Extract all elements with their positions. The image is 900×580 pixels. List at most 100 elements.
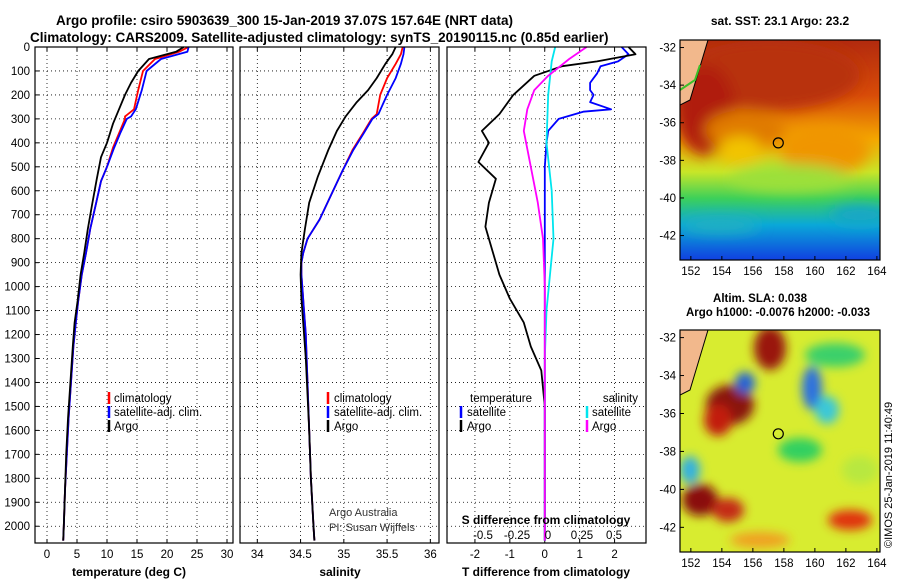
y-tick-label: 600 [11, 186, 30, 198]
x-tick-label: 35 [337, 549, 350, 561]
x-tick-label: 1 [576, 549, 582, 561]
x-tick-label: 25 [191, 549, 204, 561]
y-tick-label: -38 [659, 155, 676, 167]
sla-title: Altim. SLA: 0.038 [713, 293, 808, 305]
difference-xlabel: T difference from climatology [462, 565, 630, 579]
sst-heatmap [680, 40, 880, 260]
series-climatology [300, 46, 404, 541]
panel-frame [446, 46, 647, 544]
y-tick-label: 1300 [4, 353, 30, 365]
argo-australia-label: Argo Australia [329, 507, 398, 519]
legend-label-argo: Argo [334, 421, 358, 433]
x-tick-label: 154 [712, 558, 732, 570]
series-s-satellite [543, 46, 557, 541]
series-t-argo [477, 46, 637, 541]
legend-label-s-argo: Argo [592, 421, 616, 433]
y-tick-label: 100 [11, 66, 30, 78]
y-tick-label: -36 [659, 118, 676, 130]
title-line-1: Argo profile: csiro 5903639_300 15-Jan-2… [56, 13, 513, 28]
series-argo [62, 46, 185, 541]
sst-argo-marker [772, 137, 784, 149]
y-tick-label: 1800 [4, 473, 30, 485]
salinity-xlabel: salinity [319, 565, 361, 579]
x-tick-label: 0 [44, 549, 50, 561]
y-tick-label: 1500 [4, 401, 30, 413]
x-tick-label: 156 [743, 266, 762, 278]
x-tick-label: 152 [681, 558, 700, 570]
sla-structures [680, 330, 878, 548]
x-tick-label: 158 [774, 266, 793, 278]
legend-label-t-argo: Argo [467, 421, 491, 433]
x-tick-label: -2 [470, 549, 480, 561]
x-tick-label: 160 [805, 266, 824, 278]
difference-legend-salinity: salinity satellite Argo [585, 393, 638, 433]
y-tick-label: -34 [659, 80, 676, 92]
sla-title-2: Argo h1000: -0.0076 h2000: -0.033 [686, 307, 870, 319]
x-tick-label: 0 [542, 549, 548, 561]
y-tick-label: -38 [659, 446, 676, 458]
depth-axis: 0 100 200 300 400 500 600 700 800 900 1000 1100 1200… [4, 42, 39, 533]
y-tick-label: 1700 [4, 449, 30, 461]
x-tick-label: 5 [74, 549, 80, 561]
x-tick-label: 34 [251, 549, 264, 561]
y-tick-label: 1200 [4, 330, 30, 342]
y-tick-label: 200 [11, 90, 30, 102]
y-tick-label: -34 [659, 371, 676, 383]
x-tick-label: 2 [611, 549, 617, 561]
top-tick-label: -0.25 [504, 530, 530, 542]
x-tick-label: 160 [805, 558, 824, 570]
top-tick-label: -0.5 [473, 530, 493, 542]
y-tick-label: 500 [11, 162, 30, 174]
x-tick-label: 152 [681, 266, 700, 278]
x-tick-label: 36 [424, 549, 437, 561]
x-tick-label: 20 [161, 549, 174, 561]
y-tick-label: 0 [24, 42, 30, 54]
top-tick-label: 0 [545, 530, 551, 542]
land-mass [680, 330, 708, 395]
y-tick-label: -42 [659, 522, 676, 534]
difference-legend-temperature: temperature satellite Argo [459, 393, 532, 433]
top-tick-label: 0.5 [606, 530, 622, 542]
sst-title: sat. SST: 23.1 Argo: 23.2 [711, 14, 850, 28]
x-tick-label: 34.5 [289, 549, 311, 561]
x-tick-label: -1 [505, 549, 515, 561]
x-tick-label: 15 [131, 549, 144, 561]
y-tick-label: 1900 [4, 497, 30, 509]
x-tick-label: 158 [774, 558, 793, 570]
y-tick-label: -40 [659, 484, 676, 496]
y-tick-label: -32 [659, 43, 676, 55]
sla-frame [679, 329, 881, 553]
x-tick-label: 162 [836, 266, 855, 278]
legend-label-climatology: climatology [114, 393, 172, 405]
y-tick-label: -32 [659, 333, 676, 345]
imos-watermark: ©IMOS 25-Jan-2019 11:40:49 [883, 402, 895, 548]
legend-label-satellite: satellite-adj. clim. [114, 407, 202, 419]
y-tick-label: -36 [659, 408, 676, 420]
x-tick-label: 35.5 [376, 549, 398, 561]
x-tick-label: 154 [712, 266, 732, 278]
salinity-legend: climatology satellite-adj. clim. Argo [326, 392, 422, 433]
sla-heatmap [680, 330, 880, 552]
y-tick-label: 900 [11, 258, 30, 270]
legend-label-s-satellite: satellite [592, 407, 631, 419]
shelf-contour [680, 64, 701, 91]
series-argo [299, 46, 397, 541]
difference-top-xlabel: S difference from climatology [462, 513, 631, 527]
y-tick-label: 1000 [4, 282, 30, 294]
legend-label-satellite: satellite-adj. clim. [334, 407, 422, 419]
coastline [680, 330, 709, 396]
sla-axes: 152 154 156 158 160 162 164 -32 -34 -36 -38 -40 -42 [659, 333, 887, 570]
y-tick-label: -42 [659, 231, 676, 243]
y-tick-label: 1400 [4, 377, 30, 389]
x-tick-label: 10 [101, 549, 114, 561]
series-t-satellite [543, 46, 630, 541]
panel-frame [34, 46, 234, 544]
legend-label-climatology: climatology [334, 393, 392, 405]
series-satellite-adj-clim- [62, 46, 190, 541]
temperature-legend: climatology satellite-adj. clim. Argo [107, 392, 202, 433]
y-tick-label: -40 [659, 193, 676, 205]
x-tick-label: 30 [221, 549, 234, 561]
pi-label: PI: Susan Wijffels [329, 522, 415, 534]
legend-title-temperature: temperature [470, 393, 532, 405]
y-tick-label: 1600 [4, 425, 30, 437]
